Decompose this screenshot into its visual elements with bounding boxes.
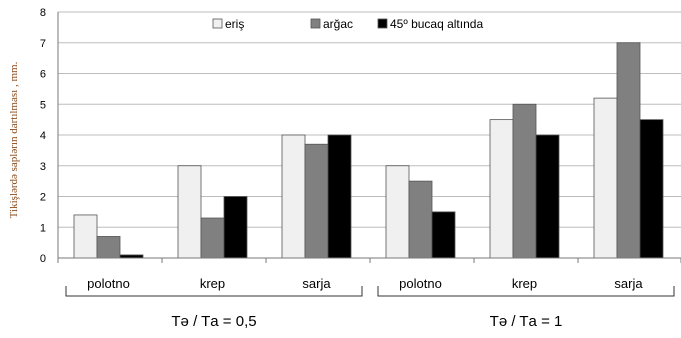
x-category-label: krep [512,276,537,291]
y-tick-labels: 0 1 2 3 4 5 6 7 8 [40,7,46,265]
legend-label: arğac [323,17,353,31]
legend-swatch [212,18,223,29]
legend-swatch [377,18,388,29]
group-labels: Tə / Tа = 0,5 Tə / Tа = 1 [65,286,675,330]
bar-argac [96,236,121,259]
bar-eris [385,165,410,259]
y-tick-label: 4 [40,130,46,142]
y-axis-label: Tikişlərdə saplərın dartılması , mm. [8,61,20,218]
bars [73,42,664,259]
x-category-label: polotno [399,276,442,291]
bar-eris [73,214,98,259]
y-tick-label: 6 [40,69,46,81]
axes [57,12,681,263]
legend-swatch [310,18,321,29]
gridlines [58,11,681,259]
bar-argac [200,217,225,259]
x-category-label: polotno [87,276,130,291]
legend-label: eriş [225,17,244,31]
bar-argac [408,180,433,259]
y-tick-label: 0 [40,253,46,265]
x-category-label: sarja [614,276,643,291]
group-bracket [377,286,675,297]
bar-bucaq [223,196,248,259]
y-tick-label: 2 [40,192,46,204]
legend-label: 45º bucaq altında [390,17,483,31]
y-tick-label: 3 [40,161,46,173]
bar-bucaq [327,134,352,259]
bar-bucaq [639,119,664,259]
group-label: Tə / Tа = 1 [490,313,563,330]
bar-argac [304,143,329,259]
y-tick-label: 1 [40,222,46,234]
group-label: Tə / Tа = 0,5 [171,313,256,330]
x-category-label: sarja [302,276,331,291]
x-category-labels: polotno krep sarja polotno krep sarja [87,276,643,291]
group-bracket [65,286,363,297]
bar-bucaq [431,211,456,259]
bar-eris [281,134,306,259]
legend: eriş arğac 45º bucaq altında [212,17,483,31]
x-category-label: krep [200,276,225,291]
bar-bucaq [535,134,560,259]
y-tick-label: 7 [40,38,46,50]
bar-argac [512,103,537,259]
y-tick-label: 8 [40,7,46,19]
bar-eris [177,165,202,259]
bar-argac [616,42,641,259]
bar-eris [489,119,514,259]
y-tick-label: 5 [40,99,46,111]
bar-eris [593,97,618,259]
